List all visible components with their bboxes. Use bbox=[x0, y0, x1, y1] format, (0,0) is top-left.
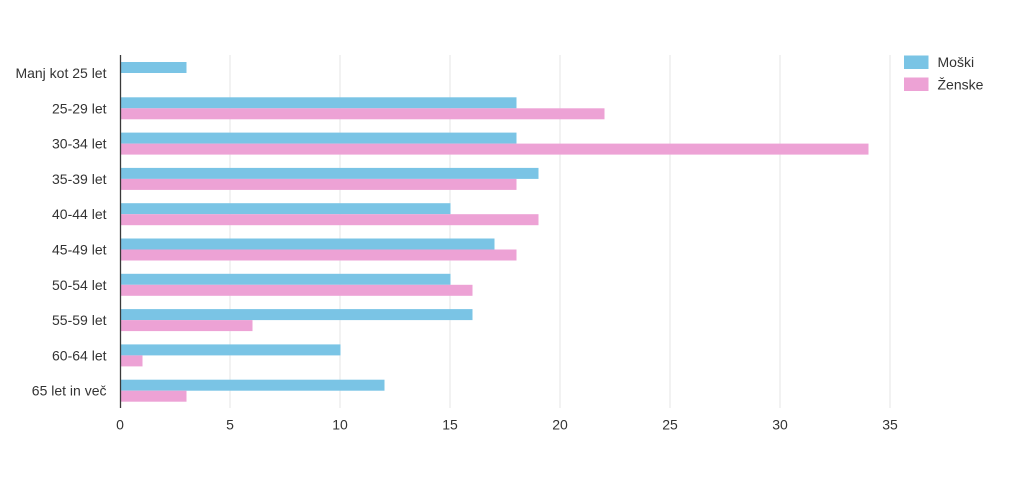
svg-text:60-64 let: 60-64 let bbox=[52, 347, 107, 363]
svg-text:Manj kot 25 let: Manj kot 25 let bbox=[15, 65, 106, 81]
svg-text:20: 20 bbox=[552, 416, 568, 432]
svg-text:55-59 let: 55-59 let bbox=[52, 312, 107, 328]
svg-text:Ženske: Ženske bbox=[938, 77, 984, 93]
svg-text:0: 0 bbox=[116, 416, 124, 432]
svg-text:25-29 let: 25-29 let bbox=[52, 100, 107, 116]
svg-text:30-34 let: 30-34 let bbox=[52, 136, 107, 152]
svg-text:45-49 let: 45-49 let bbox=[52, 241, 107, 257]
svg-text:35: 35 bbox=[882, 416, 898, 432]
svg-text:40-44 let: 40-44 let bbox=[52, 206, 107, 222]
svg-text:15: 15 bbox=[442, 416, 458, 432]
svg-text:10: 10 bbox=[332, 416, 348, 432]
svg-text:50-54 let: 50-54 let bbox=[52, 277, 107, 293]
svg-text:35-39 let: 35-39 let bbox=[52, 171, 107, 187]
svg-text:65 let in več: 65 let in več bbox=[32, 383, 107, 399]
svg-text:25: 25 bbox=[662, 416, 678, 432]
svg-text:5: 5 bbox=[226, 416, 234, 432]
svg-text:30: 30 bbox=[772, 416, 788, 432]
svg-text:Moški: Moški bbox=[938, 54, 975, 70]
